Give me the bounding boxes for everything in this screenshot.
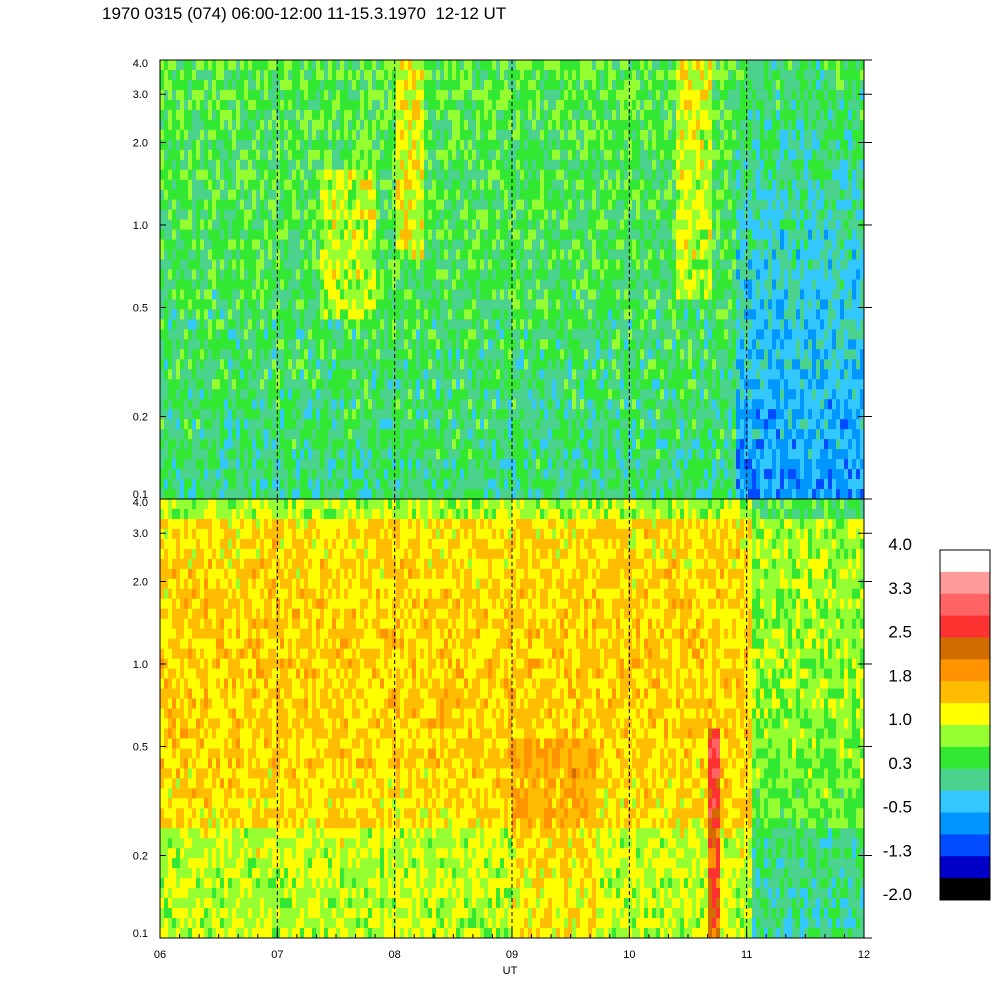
colorbar-swatch (940, 615, 990, 638)
colorbar-label: 3.3 (888, 579, 912, 598)
colorbar-label: 2.5 (888, 623, 912, 642)
y-tick-label: 4.0 (133, 497, 148, 509)
x-axis-label: UT (503, 965, 518, 977)
colorbar-swatch (940, 812, 990, 835)
y-tick-label: 0.2 (133, 851, 148, 863)
y-tick-label: 0.5 (133, 741, 148, 753)
colorbar-swatch (940, 681, 990, 704)
colorbar-swatch (940, 571, 990, 595)
colorbar-swatch (940, 878, 990, 901)
x-tick-label: 12 (858, 949, 870, 961)
x-tick-label: 07 (271, 949, 283, 961)
y-tick-label: 0.1 (133, 928, 148, 940)
x-tick-label: 09 (506, 949, 518, 961)
y-tick-label: 4.0 (133, 58, 148, 70)
colorbar-label: -0.5 (883, 798, 912, 817)
colorbar-swatch (940, 856, 990, 879)
colorbar-swatch (940, 550, 990, 573)
colorbar-swatch (940, 834, 990, 857)
colorbar-label: 1.8 (888, 666, 912, 685)
spectrogram-panel-2 (160, 499, 865, 939)
y-tick-label: 1.0 (133, 220, 148, 232)
colorbar-frame (939, 549, 991, 901)
y-tick-label: 3.0 (133, 89, 148, 101)
y-tick-label: 0.5 (133, 302, 148, 314)
colorbar-swatch (940, 703, 990, 726)
x-tick-label: 11 (741, 949, 752, 961)
colorbar-label: -1.3 (883, 841, 912, 860)
x-tick-label: 10 (623, 949, 635, 961)
colorbar-swatch (940, 637, 990, 660)
colorbar-label: 4.0 (888, 535, 912, 554)
y-tick-label: 0.1 (133, 489, 148, 501)
y-tick-label: 2.0 (133, 137, 148, 149)
x-tick-label: 06 (154, 949, 166, 961)
y-tick-label: 0.2 (133, 412, 148, 424)
colorbar-label: 1.0 (888, 710, 912, 729)
colorbar-swatch (940, 659, 990, 682)
colorbar-label: -2.0 (883, 885, 912, 904)
colorbar-swatch (940, 768, 990, 792)
y-tick-label: 2.0 (133, 576, 148, 588)
x-tick-label: 08 (389, 949, 401, 961)
y-tick-label: 1.0 (133, 659, 148, 671)
colorbar-label: 0.3 (888, 754, 912, 773)
colorbar-swatch (940, 790, 990, 813)
chart-title: 1970 0315 (074) 06:00-12:00 11-15.3.1970… (102, 4, 507, 23)
colorbar-swatch (940, 593, 990, 617)
colorbar-swatch (940, 746, 990, 770)
colorbar-swatch (940, 725, 990, 748)
spectrogram-panel-1 (160, 60, 865, 500)
y-tick-label: 3.0 (133, 528, 148, 540)
